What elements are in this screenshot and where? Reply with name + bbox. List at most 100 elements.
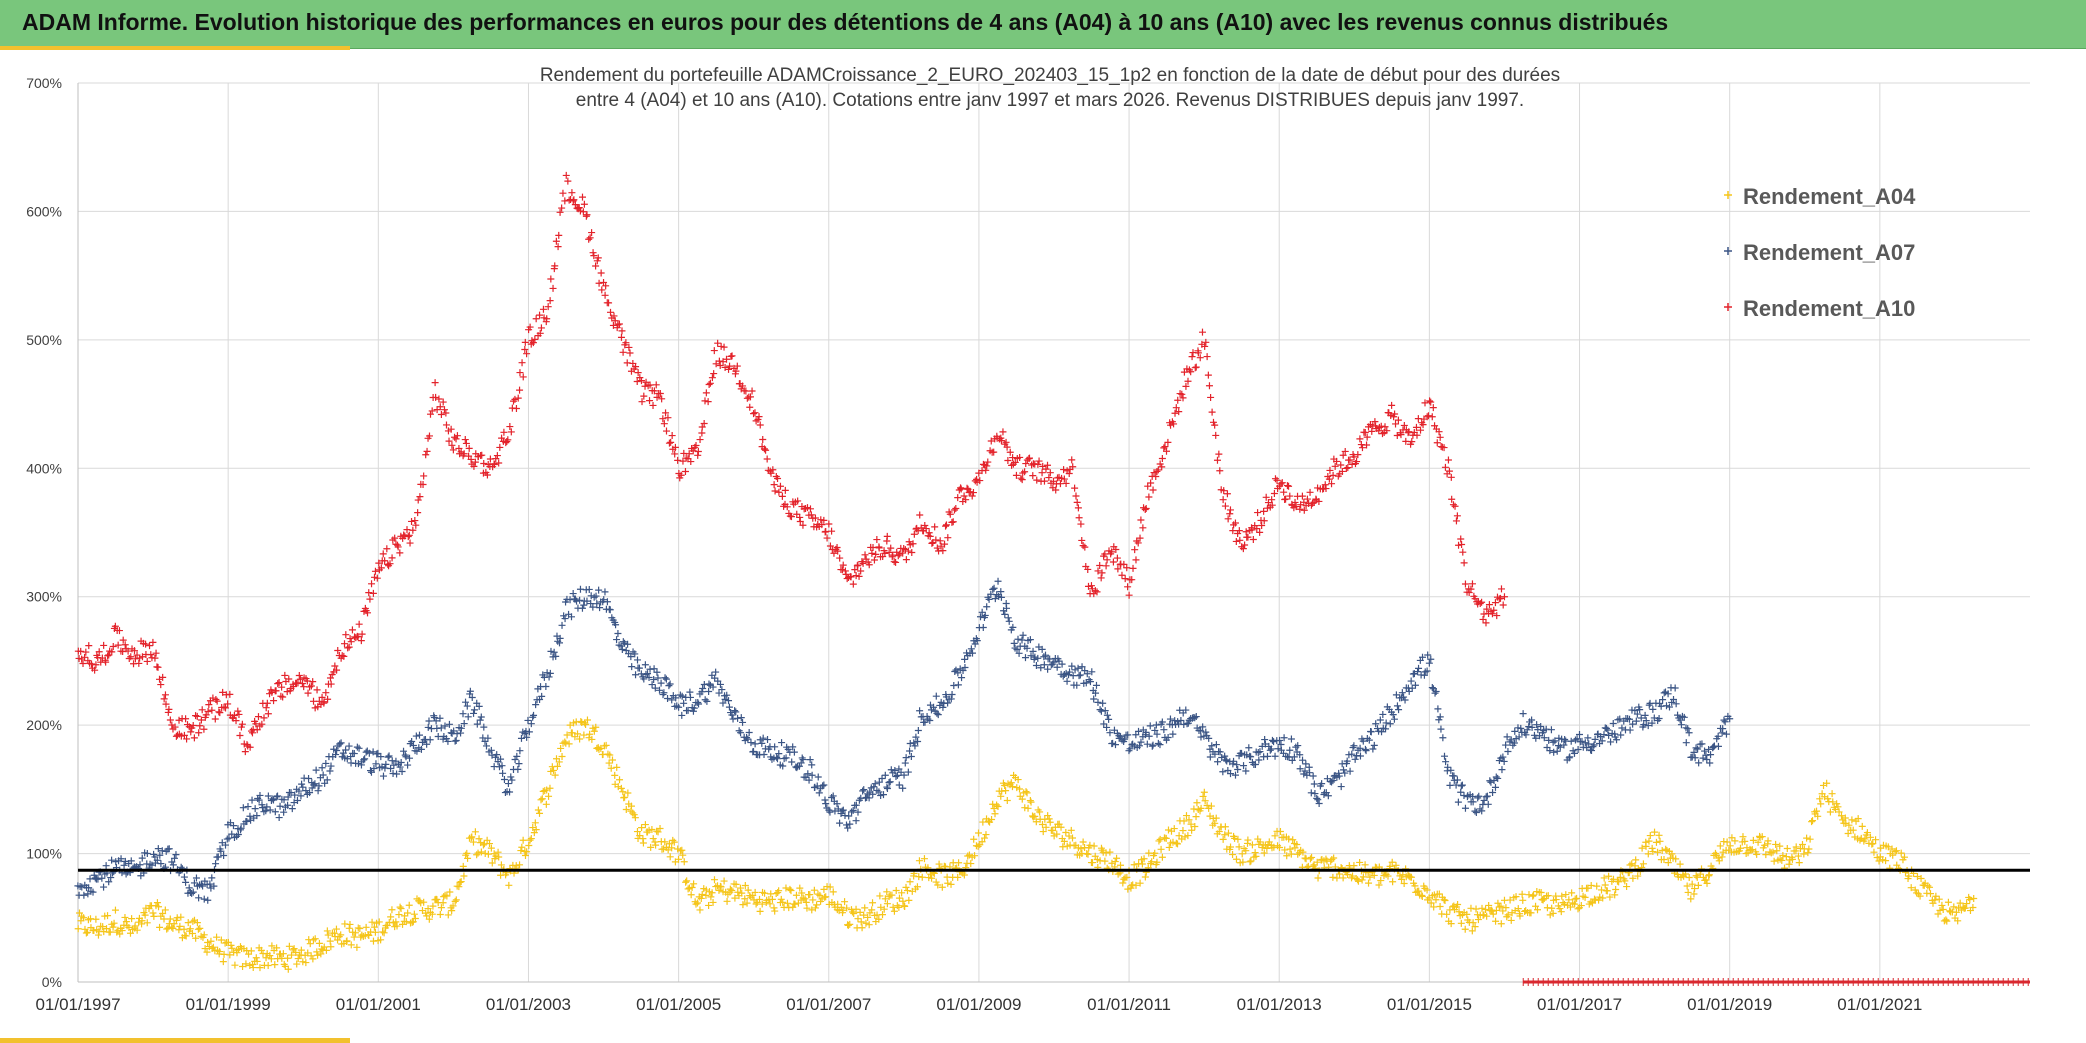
data-point: [449, 902, 457, 910]
data-point: [667, 438, 675, 446]
data-point: [1382, 725, 1390, 733]
data-point: [610, 312, 618, 320]
data-point: [638, 824, 646, 832]
data-point: [143, 657, 151, 665]
data-point: [1169, 730, 1177, 738]
data-point: [746, 393, 754, 401]
data-point: [406, 539, 414, 547]
data-point: [614, 321, 622, 329]
data-point: [1479, 911, 1487, 919]
data-point: [1407, 873, 1415, 881]
data-point: [1423, 667, 1431, 675]
data-point: [1192, 713, 1200, 721]
data-point: [1644, 722, 1652, 730]
data-point: [1571, 736, 1579, 744]
data-point: [662, 427, 670, 435]
data-point: [80, 891, 88, 899]
data-point: [1065, 469, 1073, 477]
data-point: [611, 771, 619, 779]
data-point: [1474, 916, 1482, 924]
data-point: [1313, 858, 1321, 866]
data-point: [1939, 906, 1947, 914]
data-point: [1077, 520, 1085, 528]
data-point: [86, 875, 94, 883]
data-point: [1038, 469, 1046, 477]
data-point: [1299, 848, 1307, 856]
data-point: [182, 878, 190, 886]
data-point: [1331, 462, 1339, 470]
data-point: [192, 712, 200, 720]
data-point: [1482, 793, 1490, 801]
data-point: [908, 549, 916, 557]
data-point: [1161, 443, 1169, 451]
data-point: [1646, 832, 1654, 840]
data-point: [639, 839, 647, 847]
data-point: [1036, 808, 1044, 816]
data-point: [990, 584, 998, 592]
data-point: [1931, 896, 1939, 904]
data-point: [1359, 737, 1367, 745]
data-point: [1468, 927, 1476, 935]
data-point: [675, 703, 683, 711]
data-point: [511, 395, 519, 403]
data-point: [506, 423, 514, 431]
data-point: [1379, 710, 1387, 718]
data-point: [1026, 797, 1034, 805]
data-point: [960, 871, 968, 879]
data-point: [1494, 774, 1502, 782]
data-point: [1013, 645, 1021, 653]
data-point: [758, 900, 766, 908]
data-point: [158, 847, 166, 855]
data-point: [332, 751, 340, 759]
data-point: [509, 397, 517, 405]
data-point: [922, 525, 930, 533]
legend-marker: [1724, 247, 1732, 255]
data-point: [334, 647, 342, 655]
data-point: [705, 901, 713, 909]
data-point: [1002, 787, 1010, 795]
data-point: [1154, 739, 1162, 747]
data-point: [354, 633, 362, 641]
data-point: [782, 884, 790, 892]
data-point: [1231, 519, 1239, 527]
data-point: [883, 888, 891, 896]
data-point: [425, 432, 433, 440]
data-point: [342, 631, 350, 639]
data-point: [1346, 767, 1354, 775]
data-point: [1417, 426, 1425, 434]
data-point: [1605, 731, 1613, 739]
data-point: [1707, 751, 1715, 759]
data-point: [1219, 835, 1227, 843]
data-point: [246, 743, 254, 751]
data-point: [295, 787, 303, 795]
data-point: [1086, 841, 1094, 849]
data-point: [1361, 861, 1369, 869]
data-point: [336, 740, 344, 748]
data-point: [1270, 490, 1278, 498]
data-point: [1375, 427, 1383, 435]
data-point: [680, 858, 688, 866]
data-point: [241, 748, 249, 756]
data-point: [1184, 377, 1192, 385]
data-point: [1149, 741, 1157, 749]
data-point: [209, 943, 217, 951]
data-point: [1151, 849, 1159, 857]
data-point: [614, 783, 622, 791]
data-point: [1163, 447, 1170, 455]
data-point: [1081, 543, 1089, 551]
data-point: [1533, 721, 1541, 729]
data-point: [830, 549, 838, 557]
data-point: [926, 716, 934, 724]
data-point: [1090, 842, 1098, 850]
data-point: [687, 458, 695, 466]
data-point: [464, 854, 472, 862]
data-point: [526, 323, 534, 331]
data-point: [974, 842, 982, 850]
data-point: [737, 714, 745, 722]
data-point: [1177, 717, 1185, 725]
data-point: [751, 409, 759, 417]
data-point: [355, 744, 363, 752]
data-point: [716, 361, 724, 369]
data-point: [475, 835, 483, 843]
data-point: [1571, 895, 1579, 903]
